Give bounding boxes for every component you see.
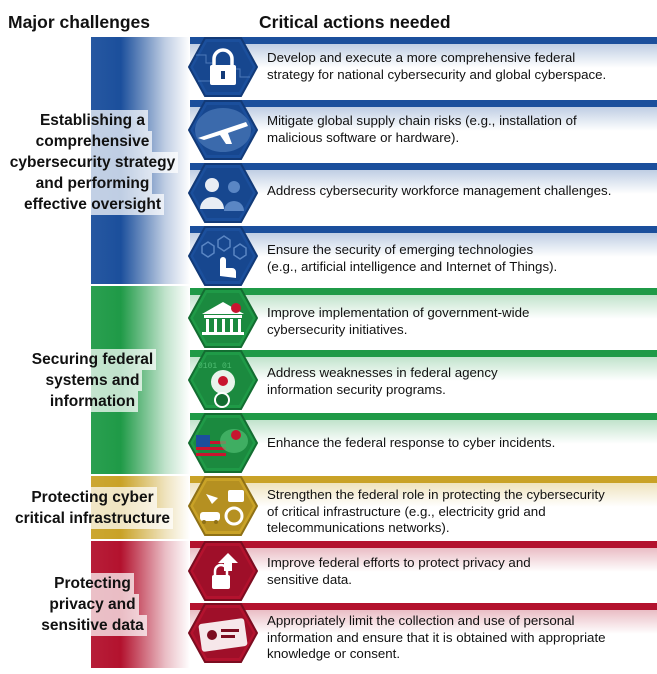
action-text-line: Appropriately limit the collection and u…	[267, 613, 575, 628]
action-text-line: sensitive data.	[267, 571, 353, 587]
action-row	[190, 413, 657, 473]
infrastructure-vehicles-icon	[188, 476, 258, 536]
action-row-fade	[190, 170, 657, 194]
action-row-bar	[190, 350, 657, 357]
challenge-line: critical infrastructure	[11, 507, 174, 529]
action-row	[190, 226, 657, 286]
action-row-bar	[190, 413, 657, 420]
action-text-line: malicious software or hardware).	[267, 129, 460, 145]
action-text-line: (e.g., artificial intelligence and Inter…	[267, 258, 558, 274]
action-text-line: information security programs.	[267, 381, 446, 397]
challenge-line: cybersecurity strategy	[6, 152, 179, 173]
action-text-line: Address cybersecurity workforce manageme…	[267, 183, 612, 198]
challenge-line: comprehensive	[32, 131, 153, 152]
challenge-label: Protecting cyber critical infrastructure	[0, 486, 185, 529]
action-row	[190, 288, 657, 348]
action-row-bar	[190, 100, 657, 107]
action-text-line: Ensure the security of emerging technolo…	[267, 242, 534, 257]
action-row	[190, 350, 657, 410]
action-row-bar	[190, 163, 657, 170]
action-row-fade	[190, 107, 657, 131]
action-text: Appropriately limit the collection and u…	[267, 613, 651, 663]
challenge-line: Securing federal	[28, 348, 157, 370]
government-building-bug-icon	[188, 288, 258, 348]
action-text-line: Strengthen the federal role in protectin…	[267, 487, 605, 502]
secure-data-lock-icon	[188, 541, 258, 601]
action-text-line: of critical infrastructure (e.g., electr…	[267, 503, 546, 519]
challenge-line: sensitive data	[38, 615, 147, 636]
challenge-line: Protecting	[51, 573, 134, 594]
action-row	[190, 476, 657, 538]
action-row-bar	[190, 476, 657, 483]
action-row	[190, 603, 657, 669]
challenge-line: effective oversight	[21, 194, 164, 215]
challenge-label: Establishing a comprehensive cybersecurity…	[0, 110, 185, 215]
major-challenges-header: Major challenges	[8, 12, 150, 32]
action-row-fade	[190, 295, 657, 319]
action-row-fade	[190, 44, 657, 68]
action-text: Develop and execute a more comprehensive…	[267, 50, 651, 83]
action-row-bar	[190, 37, 657, 44]
action-text-line: information and ensure that it is obtain…	[267, 629, 606, 645]
action-row-bar	[190, 288, 657, 295]
challenge-line: information	[46, 390, 139, 412]
id-card-icon	[188, 603, 258, 663]
action-text: Improve implementation of government-wid…	[267, 305, 651, 338]
flag-bug-icon	[188, 413, 258, 473]
action-text-line: Improve federal efforts to protect priva…	[267, 555, 531, 570]
action-row-fade	[190, 548, 657, 572]
action-row-fade	[190, 233, 657, 257]
action-text-line: Improve implementation of government-wid…	[267, 305, 530, 320]
action-row-fade	[190, 483, 657, 507]
action-text: Improve federal efforts to protect priva…	[267, 555, 651, 588]
action-row	[190, 541, 657, 601]
action-text: Address weaknesses in federal agency info…	[267, 365, 651, 398]
challenge-line: systems and	[42, 369, 143, 391]
action-text-line: Enhance the federal response to cyber in…	[267, 435, 556, 450]
challenge-line: and performing	[32, 173, 153, 194]
critical-actions-header: Critical actions needed	[259, 12, 451, 32]
action-row	[190, 37, 657, 97]
challenge-line: Establishing a	[36, 110, 149, 131]
action-text: Strengthen the federal role in protectin…	[267, 487, 651, 537]
airplane-globe-icon	[188, 100, 258, 160]
challenge-label: Securing federal systems and information	[0, 348, 185, 412]
action-row	[190, 100, 657, 160]
action-text-line: strategy for national cybersecurity and …	[267, 66, 607, 82]
action-text: Ensure the security of emerging technolo…	[267, 242, 651, 275]
action-text-line: Develop and execute a more comprehensive…	[267, 50, 576, 65]
challenge-line: Protecting cyber	[28, 486, 157, 508]
action-row-fade	[190, 420, 657, 444]
action-row-bar	[190, 226, 657, 233]
action-text: Mitigate global supply chain risks (e.g.…	[267, 113, 651, 146]
binary-bug-magnifier-icon: 0101 01	[188, 350, 258, 410]
action-text-line: Mitigate global supply chain risks (e.g.…	[267, 113, 577, 128]
action-row-bar	[190, 603, 657, 610]
action-text: Enhance the federal response to cyber in…	[267, 435, 651, 452]
padlock-circuit-icon	[188, 37, 258, 97]
workforce-people-icon	[188, 163, 258, 223]
action-text-line: knowledge or consent.	[267, 646, 401, 661]
challenge-label: Protecting privacy and sensitive data	[0, 573, 185, 636]
touch-hand-icon	[188, 226, 258, 286]
action-row-fade	[190, 610, 657, 634]
action-text-line: Address weaknesses in federal agency	[267, 365, 498, 380]
action-text: Address cybersecurity workforce manageme…	[267, 183, 651, 200]
action-text-line: cybersecurity initiatives.	[267, 321, 408, 337]
action-text-line: telecommunications networks).	[267, 520, 450, 535]
challenge-line: privacy and	[46, 594, 139, 615]
action-row-bar	[190, 541, 657, 548]
action-row	[190, 163, 657, 223]
action-row-fade	[190, 357, 657, 381]
svg-text:0101 01: 0101 01	[198, 362, 232, 371]
